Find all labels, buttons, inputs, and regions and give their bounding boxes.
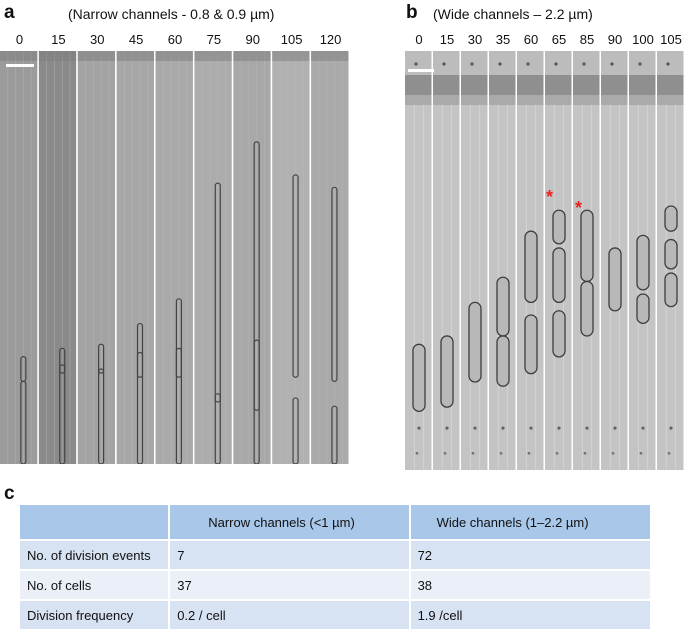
division-marker-2: * xyxy=(575,199,582,217)
time-label: 0 xyxy=(16,33,23,46)
time-label: 15 xyxy=(440,33,454,46)
header-cell-blank xyxy=(19,504,169,540)
panel-a-title: (Narrow channels - 0.8 & 0.9 µm) xyxy=(68,7,274,21)
panel-a-letter: a xyxy=(4,3,15,22)
row-value-wide: 1.9 /cell xyxy=(410,600,651,630)
table-header-row: Narrow channels (<1 µm) Wide channels (1… xyxy=(19,504,651,540)
time-label: 90 xyxy=(608,33,622,46)
time-label: 15 xyxy=(51,33,65,46)
time-label: 35 xyxy=(496,33,510,46)
table-row: Division frequency 0.2 / cell 1.9 /cell xyxy=(19,600,651,630)
row-label: No. of cells xyxy=(19,570,169,600)
header-cell-narrow: Narrow channels (<1 µm) xyxy=(169,504,409,540)
division-frequency-table: Narrow channels (<1 µm) Wide channels (1… xyxy=(18,503,652,631)
division-table: Narrow channels (<1 µm) Wide channels (1… xyxy=(18,503,652,631)
table-row: No. of cells 37 38 xyxy=(19,570,651,600)
panel-b-title: (Wide channels – 2.2 µm) xyxy=(433,7,593,21)
time-label: 120 xyxy=(320,33,342,46)
time-label: 75 xyxy=(207,33,221,46)
panel-a-time-labels: 0 15 30 45 60 75 90 105 120 xyxy=(0,33,350,49)
time-label: 105 xyxy=(660,33,682,46)
time-label: 60 xyxy=(524,33,538,46)
panel-b-micrograph-image xyxy=(405,51,685,470)
time-label: 90 xyxy=(246,33,260,46)
table-row: No. of division events 7 72 xyxy=(19,540,651,570)
header-cell-wide: Wide channels (1–2.2 µm) xyxy=(410,504,651,540)
row-value-narrow: 37 xyxy=(169,570,409,600)
row-label: No. of division events xyxy=(19,540,169,570)
time-label: 105 xyxy=(281,33,303,46)
panel-a-micrograph-image xyxy=(0,51,350,464)
time-label: 30 xyxy=(468,33,482,46)
panel-b-time-labels: 0 15 30 35 60 65 85 90 100 105 xyxy=(405,33,685,49)
time-label: 65 xyxy=(552,33,566,46)
row-value-narrow: 7 xyxy=(169,540,409,570)
time-label: 60 xyxy=(168,33,182,46)
panel-a-micrograph xyxy=(0,51,350,464)
division-marker-1: * xyxy=(546,188,553,206)
time-label: 0 xyxy=(415,33,422,46)
time-label: 45 xyxy=(129,33,143,46)
time-label: 100 xyxy=(632,33,654,46)
row-value-narrow: 0.2 / cell xyxy=(169,600,409,630)
panel-c-letter: c xyxy=(4,484,15,503)
row-value-wide: 72 xyxy=(410,540,651,570)
row-value-wide: 38 xyxy=(410,570,651,600)
time-label: 85 xyxy=(580,33,594,46)
row-label: Division frequency xyxy=(19,600,169,630)
panel-b-letter: b xyxy=(406,3,418,22)
time-label: 30 xyxy=(90,33,104,46)
panel-b-micrograph xyxy=(405,51,685,470)
